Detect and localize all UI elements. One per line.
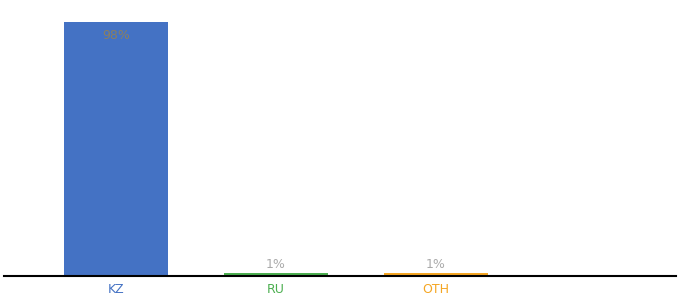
Bar — [224, 273, 328, 276]
Text: 1%: 1% — [426, 258, 446, 271]
Text: 1%: 1% — [266, 258, 286, 271]
Bar — [384, 273, 488, 276]
Bar — [64, 22, 168, 276]
Text: 98%: 98% — [102, 29, 130, 42]
